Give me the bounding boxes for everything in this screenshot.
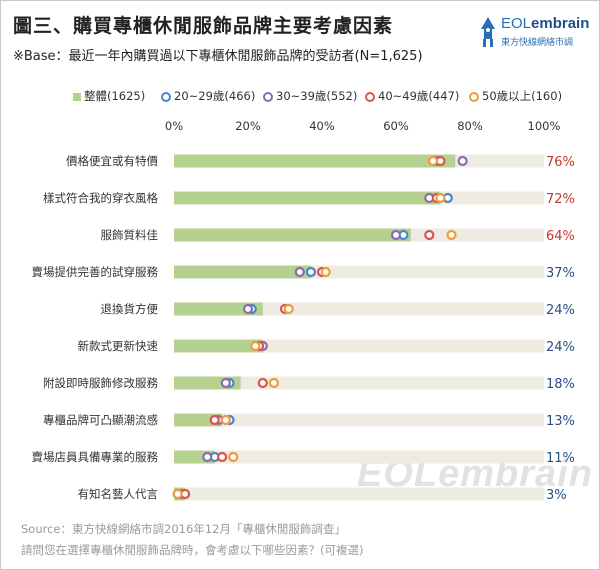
bar-overall xyxy=(174,339,263,353)
x-tick-label: 20% xyxy=(235,119,261,133)
legend-item-20s: 20~29歲(466) xyxy=(161,88,255,104)
category-label: 附設即時服飾修改服務 xyxy=(43,376,158,390)
marker-4 xyxy=(446,229,457,241)
x-tick-label: 0% xyxy=(165,119,183,133)
value-label: 11% xyxy=(546,451,575,466)
marker-3 xyxy=(424,229,435,241)
value-label: 3% xyxy=(546,488,567,503)
marker-2 xyxy=(202,451,213,463)
legend-marker-50s xyxy=(469,91,479,102)
marker-4 xyxy=(320,266,331,278)
legend-item-40s: 40~49歲(447) xyxy=(365,88,459,104)
marker-4 xyxy=(172,488,183,500)
chart-title: 圖三、購買專櫃休閒服飾品牌主要考慮因素 xyxy=(13,15,394,37)
value-label: 37% xyxy=(546,266,575,281)
legend-marker-30s xyxy=(263,91,273,102)
marker-2 xyxy=(390,229,402,241)
logo-brand: embrain xyxy=(531,15,590,32)
marker-3 xyxy=(257,377,268,389)
marker-4 xyxy=(435,192,446,204)
marker-4 xyxy=(283,303,294,315)
marker-4 xyxy=(250,340,261,352)
category-label: 賣場店員具備專業的服務 xyxy=(32,450,159,464)
value-label: 72% xyxy=(546,192,575,207)
category-label: 專櫃品牌可凸顯潮流感 xyxy=(43,413,158,427)
bar-track xyxy=(174,450,544,464)
legend-item-30s: 30~39歲(552) xyxy=(263,88,357,104)
x-tick-label: 40% xyxy=(309,119,335,133)
bar-overall xyxy=(174,191,441,205)
marker-2 xyxy=(242,303,254,315)
bar-track xyxy=(174,413,544,427)
marker-2 xyxy=(294,266,305,278)
category-label: 有知名藝人代言 xyxy=(78,487,159,501)
legend-swatch-overall xyxy=(73,92,81,101)
legend-label-30s: 30~39歲(552) xyxy=(276,89,358,103)
category-label: 賣場提供完善的試穿服務 xyxy=(32,265,159,279)
bar-track xyxy=(174,302,544,316)
marker-4 xyxy=(228,451,239,463)
marker-3 xyxy=(209,414,220,426)
bar-chart: 0% 20% 40% 60% 80% 100% 價格便宜或有特價 76% 樣式符合我的穿衣風格 7… xyxy=(32,119,575,503)
value-label: 18% xyxy=(546,377,575,392)
legend-marker-40s xyxy=(365,91,375,102)
marker-2 xyxy=(220,377,231,389)
x-tick-label: 80% xyxy=(457,119,483,133)
legend-item-50s: 50歲以上(160) xyxy=(469,88,562,104)
legend-label-20s: 20~29歲(466) xyxy=(174,89,256,103)
category-label: 服飾質料佳 xyxy=(101,228,159,242)
marker-4 xyxy=(220,414,231,426)
bar-overall xyxy=(174,228,411,242)
value-label: 24% xyxy=(546,340,575,355)
bar-overall xyxy=(174,154,456,168)
category-label: 新款式更新快速 xyxy=(78,339,159,353)
x-tick-label: 100% xyxy=(528,119,561,133)
category-label: 價格便宜或有特價 xyxy=(66,154,158,168)
marker-2 xyxy=(457,155,468,167)
category-label: 退換貨方便 xyxy=(101,302,159,316)
robot-icon xyxy=(481,17,495,47)
bar-overall xyxy=(174,302,263,316)
legend-label-40s: 40~49歲(447) xyxy=(378,89,460,103)
bar-overall xyxy=(174,413,223,427)
logo-name-zh: 東方快線網絡市調 xyxy=(501,38,574,48)
value-label: 64% xyxy=(546,229,575,244)
bar-track xyxy=(174,487,544,501)
marker-4 xyxy=(268,377,279,389)
marker-3 xyxy=(217,451,228,463)
bar-overall xyxy=(174,265,311,279)
marker-1 xyxy=(305,266,316,278)
category-label: 樣式符合我的穿衣風格 xyxy=(43,191,158,205)
legend-label-50s: 50歲以上(160) xyxy=(482,89,563,103)
value-label: 76% xyxy=(546,155,575,170)
brand-logo: EOLembrain 東方快線網絡市調 xyxy=(477,15,593,51)
chart-subtitle: ※Base：最近一年內購買過以下專櫃休閒服飾品牌的受訪者(N=1,625) xyxy=(13,49,423,64)
marker-4 xyxy=(427,155,439,167)
legend-marker-20s xyxy=(161,91,171,102)
logo-wordmark: EOLembrain xyxy=(501,15,589,32)
legend-item-overall: 整體(1625) xyxy=(73,88,145,104)
x-tick-label: 60% xyxy=(383,119,409,133)
logo-prefix: EOL xyxy=(501,15,532,32)
legend-label-overall: 整體(1625) xyxy=(84,89,146,103)
value-label: 13% xyxy=(546,414,575,429)
source-note: Source：東方快線網絡市調2016年12月「專櫃休閒服飾調查」 xyxy=(21,522,346,536)
value-label: 24% xyxy=(546,303,575,318)
question-note: 請問您在選擇專櫃休閒服飾品牌時，會考慮以下哪些因素？(可複選) xyxy=(21,543,364,557)
